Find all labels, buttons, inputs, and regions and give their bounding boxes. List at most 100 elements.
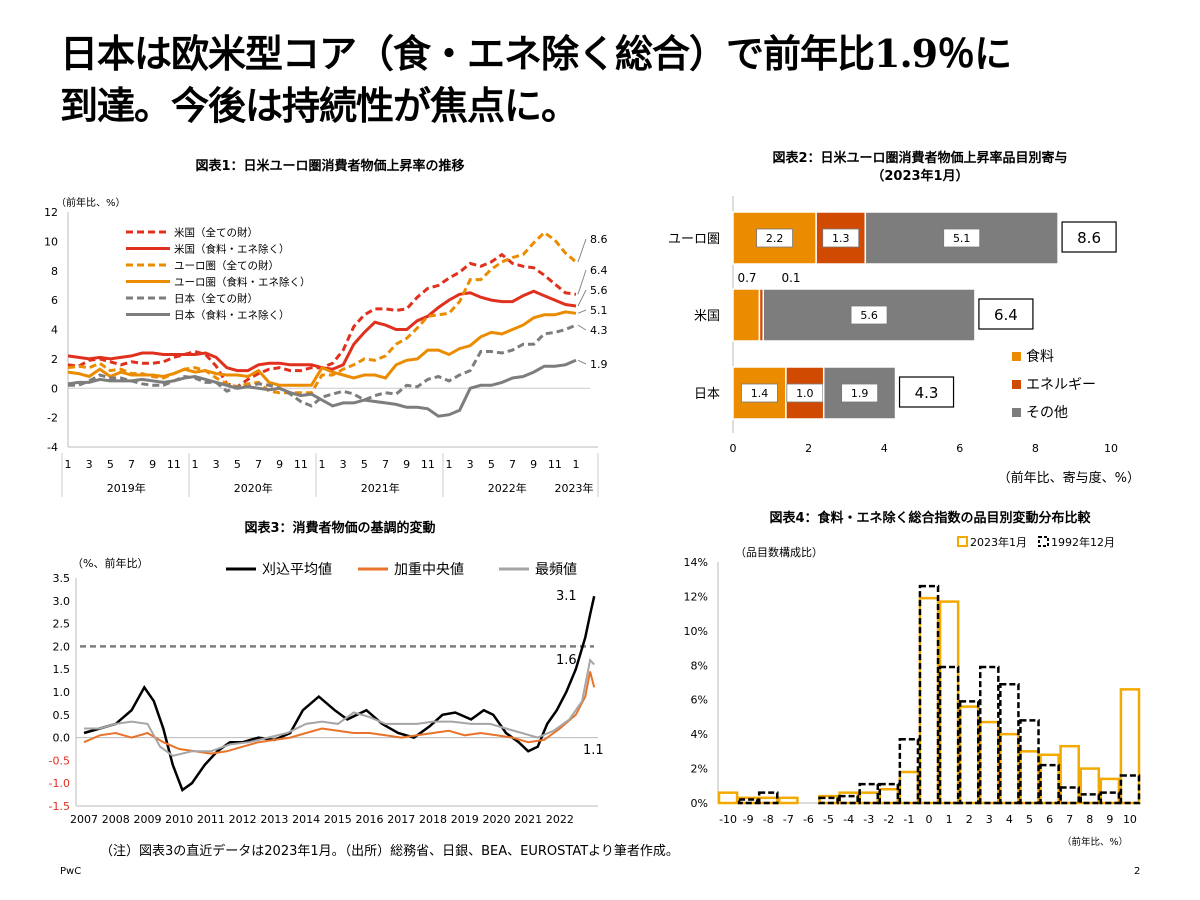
chart1-xtick-label: 7 [382,458,389,471]
chart2-data-label-box [841,383,879,403]
chart3-ytick-label: 0.5 [53,709,71,722]
chart1-xtick-label: 3 [213,458,220,471]
chart4-ytick-label: 0% [691,797,708,810]
chart1-ytick-label: 6 [51,294,58,307]
chart4-bar-2023 [918,596,940,805]
chart2-data-label: 1.4 [751,387,769,400]
chart2-data-label: 1.9 [851,387,869,400]
chart1-leader-line [577,309,587,314]
chart2-unit-label: （前年比、寄与度、%） [998,470,1140,486]
chart2-total-box [1061,221,1117,253]
chart1-leader-line [577,269,587,295]
chart3-xtick-label: 2019 [451,813,479,826]
chart4-xtick-label: -10 [719,813,737,826]
chart2-legend-label: その他 [1026,405,1068,421]
chart3-annotation: 1.1 [583,743,604,758]
chart1-end-label: 1.9 [590,358,608,371]
chart2-legend-label: エネルギー [1026,377,1096,393]
chart4-bar-2023 [898,770,920,805]
chart3-xtick-label: 2014 [292,813,320,826]
chart1-ytick-label: -2 [47,412,58,425]
chart1-year-label: 2023年 [555,481,594,495]
chart3-legend-label: 最頻値 [535,562,577,578]
chart1-legend-label: 日本（全ての財） [174,292,258,305]
chart1-xtick-label: 5 [107,458,114,471]
chart2-data-label: 1.0 [796,387,814,400]
chart4-xtick-label: -7 [783,813,794,826]
chart4-xtick-label: 3 [986,813,993,826]
chart1-ytick-label: -4 [47,441,58,454]
pwc-logo: PwC [60,866,82,877]
chart4-xtick-label: 8 [1086,813,1093,826]
chart4-bar-1992 [1119,774,1141,805]
chart4-bar-1992 [818,796,839,805]
chart1-end-label: 5.1 [590,304,608,317]
chart4-bar-1992 [858,782,880,805]
chart4-bar-1992 [878,782,900,805]
chart4-ytick-label: 12% [684,590,708,603]
chart3-ytick-label: 3.5 [53,572,71,585]
chart4-ytick-label: 2% [691,763,708,776]
chart2-xtick-label: 2 [805,442,812,455]
chart3-series-line-1 [83,671,596,755]
chart1-end-label: 6.4 [590,264,608,277]
chart2-data-label-box [741,383,778,403]
page-number: 2 [1134,866,1141,877]
chart3-xtick-label: 2021 [514,813,542,826]
chart1-ytick-label: 2 [51,353,58,366]
chart2-data-label: 1.3 [832,232,850,245]
chart1-series-line-4 [68,323,577,408]
chart1-ytick-label: 4 [51,324,58,337]
chart2-data-label-box [786,383,824,403]
chart3-ytick-label: 2.5 [53,618,71,631]
slide-title-line2: 到達。今後は持続性が焦点に。 [60,83,579,128]
chart3-xtick-label: 2022 [546,813,574,826]
chart3-xtick-label: 2011 [197,813,225,826]
chart1-xtick-label: 1 [446,458,453,471]
chart1-leader-line [577,238,587,263]
chart1-xtick-label: 11 [548,458,562,471]
chart4-xtick-label: 4 [1006,813,1013,826]
chart1-xtick-label: 3 [86,458,93,471]
chart3-title: 図表3：消費者物価の基調的変動 [244,521,436,536]
chart4-title: 図表4：食料・エネ除く総合指数の品目別変動分布比較 [769,511,1091,526]
chart3-series-line-2 [84,657,595,757]
chart3-unit-label: （%、前年比） [72,556,148,570]
chart1-xtick-label: 1 [573,458,580,471]
chart1-xtick-label: 1 [319,458,326,471]
chart2-category-label: ユーロ圏 [668,232,720,247]
chart4-bar-2023 [858,791,880,805]
chart1-year-label: 2022年 [488,481,527,495]
chart1-year-label: 2019年 [107,481,146,495]
chart2-data-label-box [943,228,981,248]
chart1-xtick-label: 11 [294,458,308,471]
chart3-legend-label: 加重中央値 [394,562,464,578]
chart1-legend-label: 米国（食料・エネ除く） [174,243,290,256]
chart4-bar-1992 [898,738,920,805]
chart3-ytick-label: 3.0 [53,595,71,608]
chart3-xtick-label: 2016 [356,813,384,826]
chart4-xtick-label: -9 [743,813,754,826]
chart4-xtick-label: 0 [926,813,933,826]
chart4-bar-2023 [1119,688,1141,805]
chart3-xtick-label: 2008 [102,813,130,826]
chart1-ytick-label: 8 [51,265,58,278]
chart4-xtick-label: -8 [763,813,774,826]
chart4-xtick-label: 5 [1026,813,1033,826]
chart1-xtick-label: 7 [255,458,262,471]
chart3-xtick-label: 2018 [419,813,447,826]
chart1-xtick-label: 11 [421,458,435,471]
chart2-data-label: 0.1 [781,271,800,285]
chart3-xtick-label: 2015 [324,813,352,826]
chart4-bar-2023 [778,796,799,805]
chart3-ytick-label: 1.5 [53,663,71,676]
chart2-xtick-label: 4 [881,442,888,455]
chart4-bar-2023 [717,791,739,805]
chart1-xtick-label: 9 [530,458,537,471]
chart4-ytick-label: 4% [691,728,708,741]
chart3-xtick-label: 2020 [482,813,510,826]
chart4-bar-2023 [1039,753,1060,805]
chart4-xtick-label: -3 [863,813,874,826]
chart4-bar-1992 [1019,719,1040,805]
